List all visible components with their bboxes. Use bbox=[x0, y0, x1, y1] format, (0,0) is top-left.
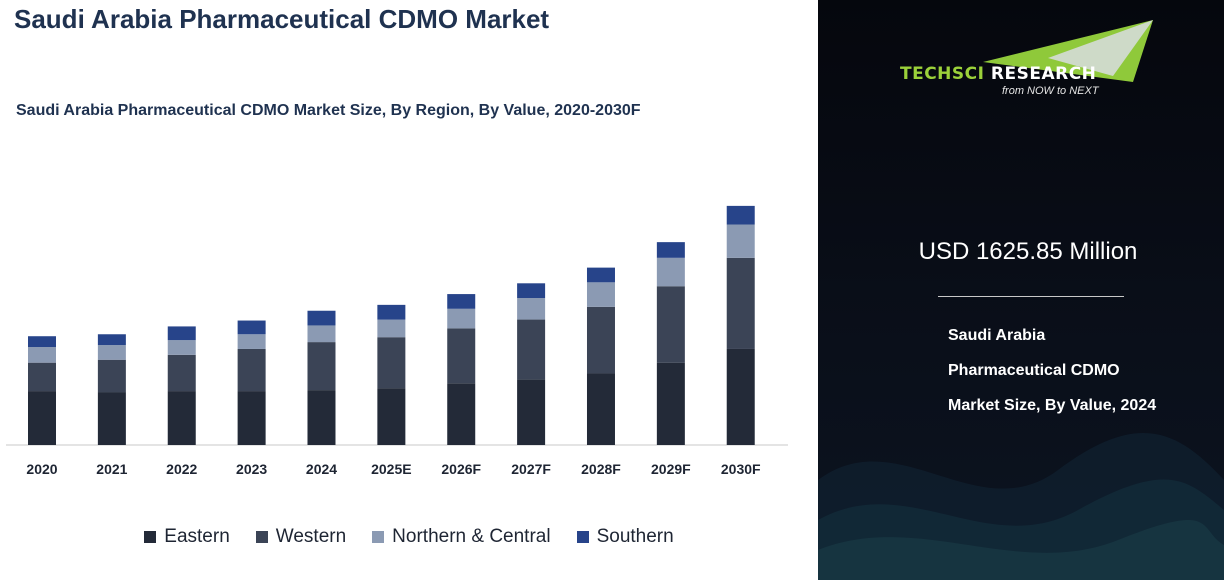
legend-item: Southern bbox=[576, 526, 674, 548]
bar-2026F-eastern bbox=[447, 383, 476, 445]
bar-2020-eastern bbox=[28, 391, 56, 445]
x-tick-label: 2021 bbox=[96, 461, 127, 477]
bar-2021-eastern bbox=[97, 392, 126, 445]
divider bbox=[938, 296, 1124, 297]
bar-2028F-northern-central bbox=[586, 282, 615, 307]
x-tick-label: 2024 bbox=[306, 461, 337, 477]
bar-2021-southern bbox=[97, 334, 126, 346]
chart-panel: Saudi Arabia Pharmaceutical CDMO Market … bbox=[0, 4, 818, 548]
bar-2027F-eastern bbox=[517, 379, 546, 445]
x-tick-label: 2023 bbox=[236, 461, 267, 477]
bar-2025E-eastern bbox=[377, 388, 406, 445]
bar-2027F-western bbox=[517, 319, 546, 380]
bar-2024-eastern bbox=[307, 390, 336, 445]
legend-label: Northern & Central bbox=[392, 526, 551, 547]
x-tick-label: 2022 bbox=[166, 461, 197, 477]
market-value-headline: USD 1625.85 Million bbox=[918, 238, 1138, 265]
legend-item: Western bbox=[255, 526, 347, 548]
bar-2022-eastern bbox=[167, 391, 196, 445]
bar-2023-eastern bbox=[237, 391, 266, 445]
logo-research: RESEARCH bbox=[984, 64, 1097, 84]
legend-swatch bbox=[144, 531, 157, 543]
x-tick-label: 2028F bbox=[581, 461, 621, 477]
x-tick-label: 2025E bbox=[371, 461, 411, 477]
x-tick-label: 2029F bbox=[651, 461, 691, 477]
bar-2026F-northern-central bbox=[447, 308, 476, 329]
logo-tech: TECHSCI bbox=[900, 64, 985, 84]
bar-2023-western bbox=[237, 348, 266, 392]
bar-2024-western bbox=[307, 342, 336, 391]
bar-2024-southern bbox=[307, 310, 336, 326]
bar-2021-northern-central bbox=[97, 345, 126, 360]
wave-background bbox=[818, 432, 1224, 580]
bar-2028F-western bbox=[586, 306, 615, 374]
legend-item: Eastern bbox=[144, 526, 230, 548]
bar-2028F-southern bbox=[586, 267, 615, 283]
legend-swatch bbox=[372, 531, 385, 543]
bar-2025E-western bbox=[377, 337, 406, 389]
legend-label: Eastern bbox=[164, 526, 230, 547]
summary-panel: TECHSCI RESEARCH from NOW to NEXT USD 16… bbox=[818, 0, 1224, 580]
bar-2021-western bbox=[97, 359, 126, 393]
bar-2022-northern-central bbox=[167, 340, 196, 355]
bar-2029F-eastern bbox=[656, 362, 685, 445]
bar-2023-northern-central bbox=[237, 334, 266, 349]
bar-2025E-southern bbox=[377, 304, 406, 320]
techsci-logo-text: TECHSCI RESEARCH bbox=[900, 64, 1096, 84]
legend-label: Southern bbox=[596, 526, 674, 547]
x-tick-label: 2027F bbox=[511, 461, 551, 477]
bar-2022-southern bbox=[167, 326, 196, 341]
chart-legend: Eastern Western Northern & Central Southern bbox=[0, 526, 818, 548]
legend-item: Northern & Central bbox=[372, 526, 551, 548]
bar-chart: 2020 2021 2022 2023 2024 2025E 2026F 2027F 2028F… bbox=[6, 205, 788, 477]
bar-2020-northern-central bbox=[28, 347, 56, 363]
legend-label: Western bbox=[275, 526, 347, 547]
bar-2020-southern bbox=[28, 336, 56, 347]
bar-2029F-southern bbox=[656, 242, 685, 258]
bar-2027F-northern-central bbox=[517, 298, 546, 320]
bar-2026F-southern bbox=[447, 294, 476, 309]
bar-2029F-western bbox=[656, 286, 685, 363]
bar-2029F-northern-central bbox=[656, 257, 685, 287]
bar-2023-southern bbox=[237, 320, 266, 335]
bar-2030F-southern bbox=[726, 205, 755, 225]
bar-2024-northern-central bbox=[307, 325, 336, 343]
x-tick-label: 2020 bbox=[26, 461, 57, 477]
bar-2030F-northern-central bbox=[726, 224, 755, 258]
bar-2020-western bbox=[28, 362, 56, 392]
bar-2027F-southern bbox=[517, 283, 546, 298]
x-tick-label: 2030F bbox=[721, 461, 761, 477]
techsci-logo-swoosh bbox=[983, 20, 1153, 82]
legend-swatch bbox=[576, 531, 589, 543]
logo-tagline: from NOW to NEXT bbox=[1002, 85, 1099, 97]
bar-2030F-western bbox=[726, 257, 755, 349]
bar-2028F-eastern bbox=[586, 373, 615, 445]
legend-swatch bbox=[255, 531, 268, 543]
x-tick-label: 2026F bbox=[441, 461, 481, 477]
bar-2025E-northern-central bbox=[377, 319, 406, 338]
market-value-description: Saudi Arabia Pharmaceutical CDMO Market … bbox=[948, 327, 1157, 414]
chart-title: Saudi Arabia Pharmaceutical CDMO Market … bbox=[16, 102, 641, 119]
page-title: Saudi Arabia Pharmaceutical CDMO Market bbox=[14, 4, 550, 34]
bar-2030F-eastern bbox=[726, 348, 755, 445]
bar-2026F-western bbox=[447, 328, 476, 384]
bar-2022-western bbox=[167, 354, 196, 392]
